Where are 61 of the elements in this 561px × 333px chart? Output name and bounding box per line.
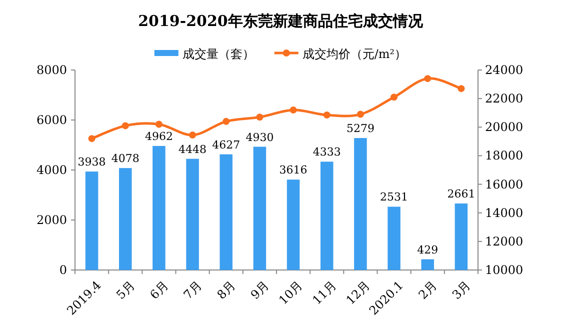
point	[458, 85, 465, 92]
y2-tick-label: 18000	[485, 148, 524, 163]
x-tick-label: 6月	[147, 278, 172, 302]
x-tick-label: 8月	[214, 278, 238, 302]
point	[356, 110, 364, 118]
y-tick-label: 0	[59, 263, 67, 277]
point	[155, 120, 162, 128]
bar	[253, 146, 266, 270]
point	[390, 94, 398, 101]
y2-tick-label: 16000	[485, 177, 524, 192]
bar	[186, 158, 199, 270]
data-label: 4930	[246, 130, 274, 144]
y-tick-label: 6000	[36, 113, 67, 127]
y2-tick-label: 10000	[485, 263, 524, 277]
point	[122, 122, 129, 130]
point	[189, 132, 196, 138]
y-tick-label: 8000	[36, 63, 67, 77]
point	[424, 75, 432, 82]
chart-title: 2019-2020年东莞新建商品住宅成交情况	[138, 12, 424, 30]
x-tick-label: 2月	[416, 278, 440, 302]
data-label: 4448	[178, 142, 207, 156]
x-tick-label: 9月	[248, 278, 272, 302]
x-tick-label: 11月	[310, 278, 339, 308]
legend-label: 成交均价（元/m²）	[302, 47, 407, 61]
y2-tick-label: 12000	[485, 234, 524, 248]
bar	[454, 203, 468, 270]
bar	[220, 154, 233, 270]
data-label: 3938	[78, 156, 106, 169]
data-label: 2531	[380, 190, 408, 204]
data-label: 4627	[212, 138, 240, 152]
data-label: 4333	[312, 146, 341, 159]
x-tick-label: 5月	[114, 278, 138, 302]
x-tick-label: 3月	[449, 278, 474, 302]
bar	[85, 172, 98, 270]
bar	[354, 138, 367, 270]
data-label: 2661	[447, 187, 476, 200]
bar	[421, 259, 434, 270]
y2-tick-label: 14000	[485, 206, 524, 220]
x-tick-label: 10月	[276, 278, 306, 308]
point	[323, 112, 330, 118]
point	[88, 135, 96, 142]
bar	[152, 146, 166, 270]
y-tick-label: 2000	[36, 213, 67, 227]
bar	[286, 180, 300, 270]
point	[222, 118, 230, 125]
x-tick-label: 7月	[180, 278, 205, 302]
data-label: 5279	[346, 122, 374, 136]
point	[290, 106, 297, 114]
data-label: 3616	[279, 164, 308, 177]
bar	[118, 168, 132, 270]
y2-tick-label: 20000	[485, 120, 524, 134]
data-label: 4962	[144, 130, 173, 143]
legend-label: 成交量（套）	[182, 47, 254, 61]
data-label: 429	[417, 243, 438, 256]
bar	[320, 162, 334, 270]
y2-tick-label: 24000	[485, 63, 524, 77]
point	[256, 114, 264, 121]
data-label: 4078	[111, 152, 140, 166]
y-tick-label: 4000	[36, 163, 67, 177]
bar	[388, 206, 400, 270]
y2-tick-label: 22000	[485, 92, 524, 106]
